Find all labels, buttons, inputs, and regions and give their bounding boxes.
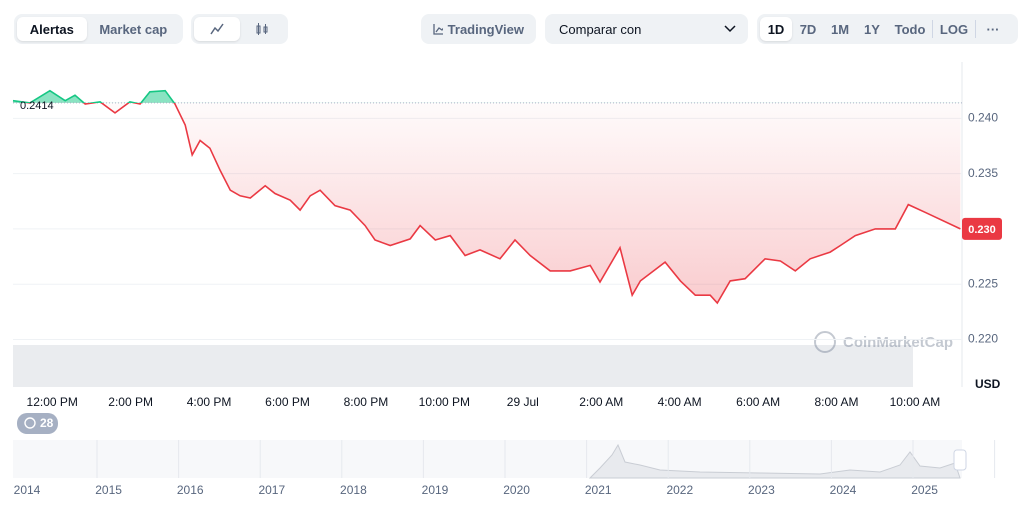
navigator-year: 2022: [666, 483, 693, 497]
range-button[interactable]: Todo: [894, 21, 926, 37]
x-tick-label: 2:00 PM: [108, 395, 153, 409]
x-tick-label: 4:00 AM: [658, 395, 702, 409]
navigator-bg: [13, 440, 962, 478]
current-price-bg: [962, 217, 1002, 240]
y-tick-label: 0.235: [968, 166, 998, 180]
tab[interactable]: Market cap: [99, 21, 168, 37]
navigator-year: 2016: [177, 483, 204, 497]
watermark: CoinMarketCap: [814, 331, 953, 353]
navigator-year: 2020: [503, 483, 530, 497]
range-button[interactable]: 1M: [830, 21, 850, 37]
x-tick-label: 10:00 AM: [890, 395, 941, 409]
badge-icon: [24, 417, 36, 429]
range-button[interactable]: ···: [986, 21, 1000, 37]
x-tick-label: 2:00 AM: [579, 395, 623, 409]
reference-label: 0.2414: [20, 100, 54, 112]
tab[interactable]: Alertas: [17, 17, 87, 41]
navigator-year: 2018: [340, 483, 367, 497]
volume-area: [13, 345, 913, 387]
navigator-year: 2017: [258, 483, 285, 497]
watermark-text: CoinMarketCap: [843, 334, 953, 351]
navigator-year: 2021: [585, 483, 612, 497]
y-unit: USD: [975, 377, 1001, 391]
range-group: 1D 7D 1M 1Y Todo LOG ···: [757, 14, 1018, 44]
tradingview-label: TradingView: [447, 21, 524, 37]
x-tick-label: 12:00 PM: [27, 395, 78, 409]
y-tick-label: 0.220: [968, 332, 998, 346]
navigator-sparkline: [588, 443, 961, 479]
compare-label: Comparar con: [559, 21, 642, 37]
badge: 28: [40, 416, 54, 430]
navigator-year: 2014: [14, 483, 41, 497]
navigator-year: 2015: [95, 483, 122, 497]
x-tick-label: 10:00 PM: [419, 395, 470, 409]
y-tick-label: 0.240: [968, 111, 998, 125]
x-tick-label: 8:00 PM: [344, 395, 389, 409]
separator: [932, 20, 933, 38]
range-button[interactable]: 1Y: [864, 21, 880, 37]
navigator-year: 2025: [911, 483, 938, 497]
compare-select[interactable]: Comparar con: [545, 14, 748, 44]
range-button[interactable]: 1D: [760, 17, 792, 41]
navigator-handle[interactable]: [953, 449, 967, 471]
tradingview-group: TradingView: [421, 14, 536, 44]
line-type-button[interactable]: [194, 17, 240, 41]
x-tick-label: 29 Jul: [507, 395, 539, 409]
y-tick-label: 0.225: [968, 276, 998, 290]
navigator-year: 2023: [748, 483, 775, 497]
chart-type-group: [191, 14, 288, 44]
tab-group: Alertas Market cap: [14, 14, 183, 44]
tradingview-button[interactable]: TradingView: [424, 17, 533, 41]
navigator-year: 2024: [830, 483, 857, 497]
navigator-year: 2019: [422, 483, 449, 497]
current-price-label: 0.230: [968, 224, 996, 236]
x-tick-label: 4:00 PM: [187, 395, 232, 409]
area-fill: [13, 90, 961, 303]
separator: [975, 20, 976, 38]
candle-type-button[interactable]: [240, 17, 286, 41]
range-button[interactable]: LOG: [939, 21, 969, 37]
range-button[interactable]: 7D: [799, 21, 817, 37]
x-tick-label: 6:00 PM: [265, 395, 310, 409]
x-tick-label: 8:00 AM: [814, 395, 858, 409]
price-line: [12, 89, 961, 305]
x-tick-label: 6:00 AM: [736, 395, 780, 409]
